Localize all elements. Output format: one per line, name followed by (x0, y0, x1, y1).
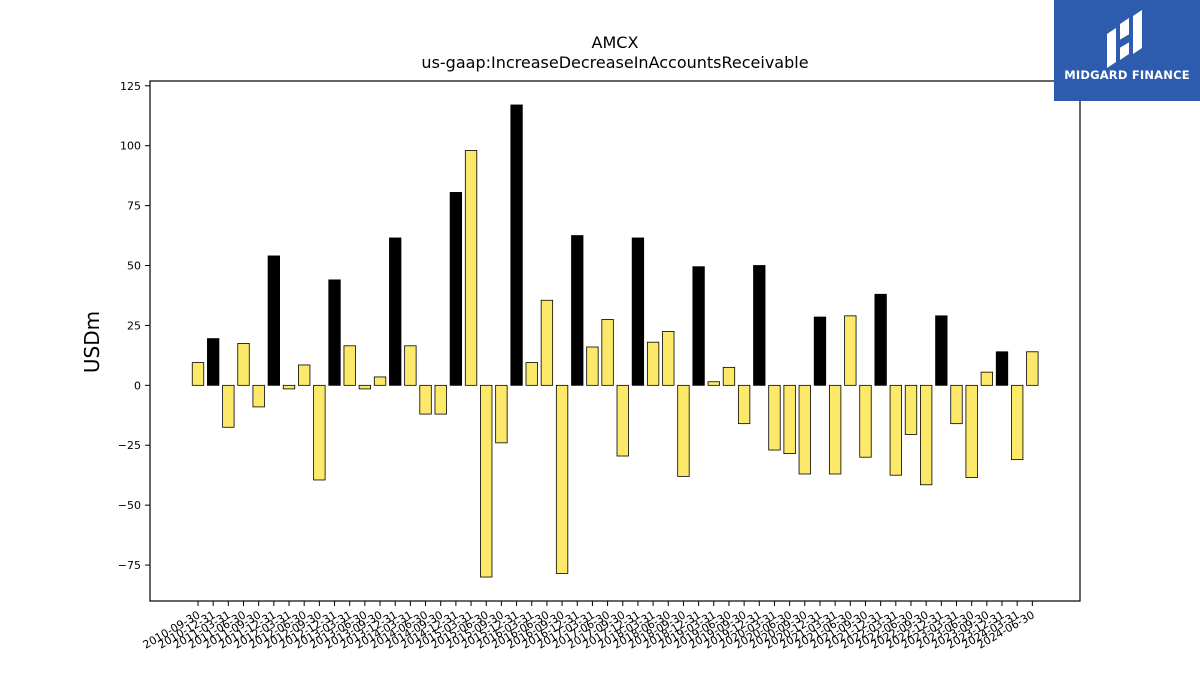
bar-2016-06-30 (540, 299, 554, 386)
bar-2021-12-31 (874, 293, 887, 386)
x-axis: 2010-09-302010-12-312011-03-312011-06-30… (141, 601, 1037, 652)
y-tick-label: 100 (120, 140, 141, 153)
bar-2017-03-31 (586, 346, 599, 386)
bar-2022-06-30 (904, 384, 918, 435)
bar-2010-12-31 (207, 338, 220, 386)
bar-2018-06-30 (662, 331, 675, 386)
bar-2012-06-30 (298, 364, 311, 386)
bar-2015-06-30 (480, 384, 493, 578)
bar-2016-09-30 (555, 384, 569, 574)
bar-2014-12-31 (449, 192, 463, 386)
bar-2019-06-30 (722, 366, 736, 386)
bar-2022-12-31 (935, 315, 948, 386)
bar-2023-03-31 (950, 384, 963, 425)
bar-2017-09-30 (616, 384, 629, 457)
bar-2012-03-31 (282, 384, 296, 390)
bar-2013-03-31 (343, 345, 356, 386)
bar-2010-09-30 (191, 362, 205, 386)
y-tick-label: −75 (118, 559, 141, 572)
bar-2018-12-31 (692, 266, 705, 386)
bar-2019-09-30 (737, 384, 751, 425)
y-tick-label: 50 (127, 260, 141, 273)
bar-2011-09-30 (252, 384, 265, 408)
bar-2021-06-30 (844, 315, 857, 386)
bar-2014-06-30 (419, 384, 432, 415)
bar-2015-12-31 (510, 104, 523, 386)
bar-2015-03-31 (464, 150, 478, 386)
y-axis-label: USDm (80, 311, 104, 373)
bar-2015-09-30 (495, 384, 508, 444)
bar-2024-03-31 (1011, 384, 1024, 461)
bar-2019-12-31 (753, 265, 766, 386)
bar-2012-09-30 (313, 384, 326, 481)
bar-2021-03-31 (828, 384, 842, 475)
bar-2016-03-31 (525, 362, 538, 386)
y-tick-label: 125 (120, 80, 141, 93)
bar-2013-06-30 (358, 384, 372, 390)
brand-name: MIDGARD FINANCE (1064, 68, 1190, 82)
bar-2024-06-30 (1026, 351, 1039, 386)
brand-logo: MIDGARD FINANCE (1054, 0, 1200, 101)
bar-2020-06-30 (783, 384, 796, 455)
bar-2023-06-30 (965, 384, 978, 478)
bars-group (191, 104, 1039, 578)
y-tick-label: 25 (127, 319, 141, 332)
bar-2019-03-31 (707, 381, 720, 386)
bar-2016-12-31 (571, 235, 584, 386)
chart-subtitle: us-gaap:IncreaseDecreaseInAccountsReceiv… (421, 53, 808, 72)
bar-2012-12-31 (328, 279, 341, 386)
bar-2020-03-31 (768, 384, 781, 451)
bar-2013-12-31 (389, 237, 402, 386)
bar-2017-06-30 (601, 319, 614, 386)
chart-title: AMCX (592, 33, 639, 52)
y-tick-label: 75 (127, 200, 141, 213)
bar-2011-12-31 (267, 255, 281, 386)
bar-2011-03-31 (222, 384, 235, 428)
bar-2020-09-30 (798, 384, 811, 475)
plot-frame (149, 80, 1081, 602)
y-tick-label: 0 (134, 379, 141, 392)
bar-2011-06-30 (237, 342, 250, 386)
bar-2017-12-31 (631, 237, 645, 386)
bar-2018-09-30 (677, 384, 690, 477)
bar-2014-09-30 (434, 384, 447, 415)
bar-2021-09-30 (859, 384, 872, 458)
bar-2022-09-30 (920, 384, 933, 486)
y-axis: 125 100 75 50 25 0 −25 −50 −75 (118, 80, 150, 572)
bar-2020-12-31 (813, 316, 827, 386)
brand-logo-mark (1107, 10, 1142, 68)
bar-2014-03-31 (404, 345, 417, 386)
y-tick-label: −25 (118, 439, 141, 452)
bar-2023-12-31 (995, 351, 1009, 386)
bar-2022-03-31 (889, 384, 902, 476)
bar-2023-09-30 (980, 371, 993, 386)
bar-2018-03-31 (646, 341, 660, 386)
bar-2013-09-30 (373, 376, 387, 386)
y-tick-label: −50 (118, 499, 141, 512)
